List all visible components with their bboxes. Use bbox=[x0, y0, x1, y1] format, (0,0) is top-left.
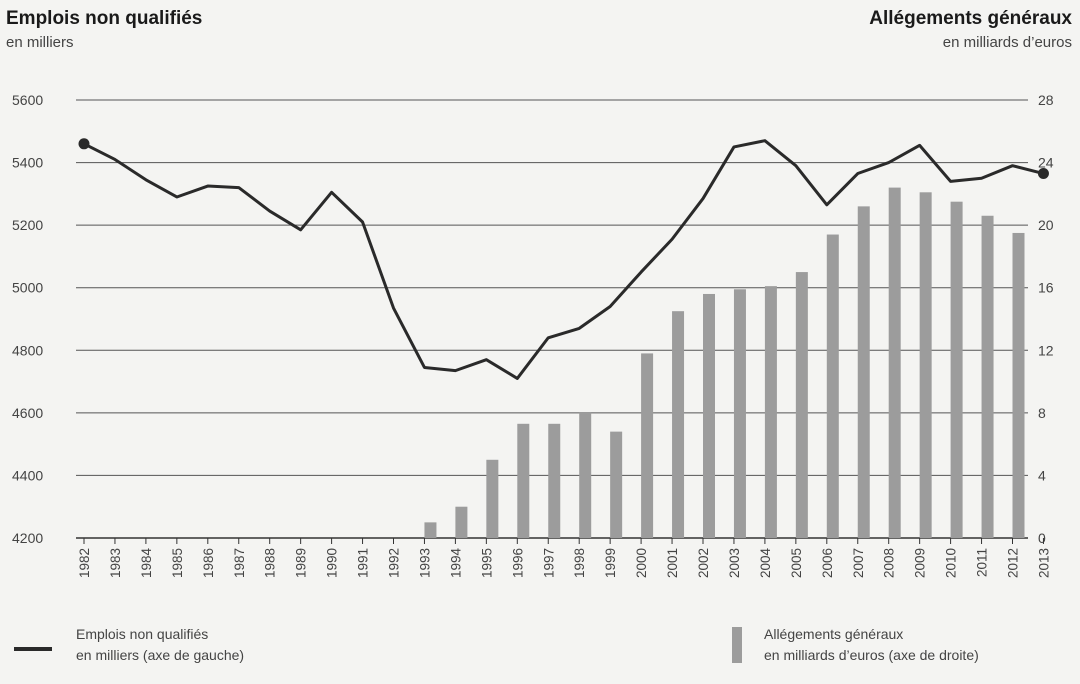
legend-bar-swatch bbox=[732, 627, 742, 663]
x-tick-label: 2013 bbox=[1036, 548, 1051, 578]
bar-2008 bbox=[888, 187, 901, 538]
left-tick-label: 4200 bbox=[12, 530, 43, 546]
right-tick-label: 8 bbox=[1038, 405, 1046, 421]
legend-line-swatch bbox=[14, 647, 52, 651]
x-tick-label: 2009 bbox=[913, 548, 928, 578]
line-end-point bbox=[1037, 168, 1049, 180]
right-axis-unit: en milliards d’euros bbox=[942, 34, 1072, 51]
bar-1993 bbox=[424, 522, 437, 538]
x-tick-label: 1992 bbox=[387, 548, 402, 578]
bar-2002 bbox=[703, 293, 715, 538]
bar-1995 bbox=[486, 459, 499, 538]
x-tick-label: 1988 bbox=[263, 548, 278, 578]
x-tick-label: 1999 bbox=[603, 548, 618, 578]
x-tick-label: 1983 bbox=[108, 548, 123, 578]
bar-2007 bbox=[857, 206, 870, 538]
x-tick-label: 1986 bbox=[201, 548, 216, 578]
left-tick-label: 4800 bbox=[12, 342, 43, 358]
x-tick-label: 2006 bbox=[820, 548, 835, 578]
x-tick-label: 2012 bbox=[1006, 548, 1021, 578]
left-tick-label: 5200 bbox=[12, 217, 43, 233]
right-axis-title: Allégements généraux bbox=[869, 8, 1072, 29]
x-tick-label: 2004 bbox=[758, 548, 773, 579]
x-tick-label: 2003 bbox=[727, 548, 742, 578]
left-tick-label: 5600 bbox=[12, 92, 43, 108]
x-tick-label: 1993 bbox=[417, 548, 432, 578]
bar-2004 bbox=[764, 286, 777, 538]
legend-item-bar: Allégements généraux en milliards d’euro… bbox=[732, 624, 979, 666]
x-tick-label: 1990 bbox=[325, 548, 340, 578]
right-tick-label: 24 bbox=[1038, 155, 1054, 171]
x-tick-label: 1997 bbox=[541, 548, 556, 578]
left-tick-label: 4600 bbox=[12, 405, 43, 421]
bar-2011 bbox=[981, 215, 994, 538]
bar-2003 bbox=[733, 289, 746, 538]
legend-bar-label-2: en milliards d’euros (axe de droite) bbox=[764, 647, 979, 663]
right-tick-label: 4 bbox=[1038, 467, 1046, 483]
right-tick-label: 20 bbox=[1038, 217, 1054, 233]
x-tick-label: 1989 bbox=[294, 548, 309, 578]
legend-bar-label-1: Allégements généraux bbox=[764, 626, 904, 642]
legend-line-label-1: Emplois non qualifiés bbox=[76, 626, 209, 642]
left-tick-label: 5000 bbox=[12, 280, 43, 296]
x-tick-label: 2008 bbox=[882, 548, 897, 578]
x-tick-label: 1995 bbox=[479, 548, 494, 578]
left-tick-label: 5400 bbox=[12, 155, 43, 171]
bar-2000 bbox=[641, 353, 654, 538]
bar-1997 bbox=[548, 423, 561, 538]
bar-2010 bbox=[950, 201, 963, 538]
right-tick-label: 16 bbox=[1038, 280, 1054, 296]
bar-1996 bbox=[517, 423, 530, 538]
bar-2005 bbox=[795, 272, 808, 538]
x-tick-label: 2001 bbox=[665, 548, 680, 578]
x-tick-label: 2000 bbox=[634, 548, 649, 578]
bar-2012 bbox=[1012, 232, 1025, 538]
x-tick-label: 2005 bbox=[789, 548, 804, 578]
x-tick-label: 1985 bbox=[170, 548, 185, 578]
right-tick-label: 0 bbox=[1038, 530, 1046, 546]
bar-1994 bbox=[455, 506, 468, 538]
line-start-point bbox=[78, 138, 90, 150]
bar-1999 bbox=[610, 431, 623, 538]
bar-1998 bbox=[579, 412, 592, 538]
x-tick-label: 1994 bbox=[448, 548, 463, 579]
x-tick-label: 1996 bbox=[510, 548, 525, 578]
x-tick-label: 2010 bbox=[944, 548, 959, 578]
bar-2006 bbox=[826, 234, 839, 538]
x-tick-label: 1991 bbox=[356, 548, 371, 578]
left-axis-title: Emplois non qualifiés bbox=[6, 8, 203, 29]
right-tick-label: 28 bbox=[1038, 92, 1054, 108]
right-tick-label: 12 bbox=[1038, 342, 1054, 358]
left-tick-label: 4400 bbox=[12, 467, 43, 483]
emplois-line bbox=[83, 139, 1044, 380]
x-tick-label: 2011 bbox=[975, 548, 990, 577]
x-tick-label: 1998 bbox=[572, 548, 587, 578]
x-tick-label: 1987 bbox=[232, 548, 247, 578]
x-tick-label: 2002 bbox=[696, 548, 711, 578]
legend-item-line: Emplois non qualifiés en milliers (axe d… bbox=[14, 624, 244, 666]
legend-line-label-2: en milliers (axe de gauche) bbox=[76, 647, 245, 663]
x-tick-label: 1984 bbox=[139, 548, 154, 579]
bar-2009 bbox=[919, 192, 932, 539]
x-tick-label: 2007 bbox=[851, 548, 866, 578]
bar-2001 bbox=[672, 311, 685, 538]
left-axis-unit: en milliers bbox=[6, 34, 74, 51]
x-tick-label: 1982 bbox=[77, 548, 92, 578]
